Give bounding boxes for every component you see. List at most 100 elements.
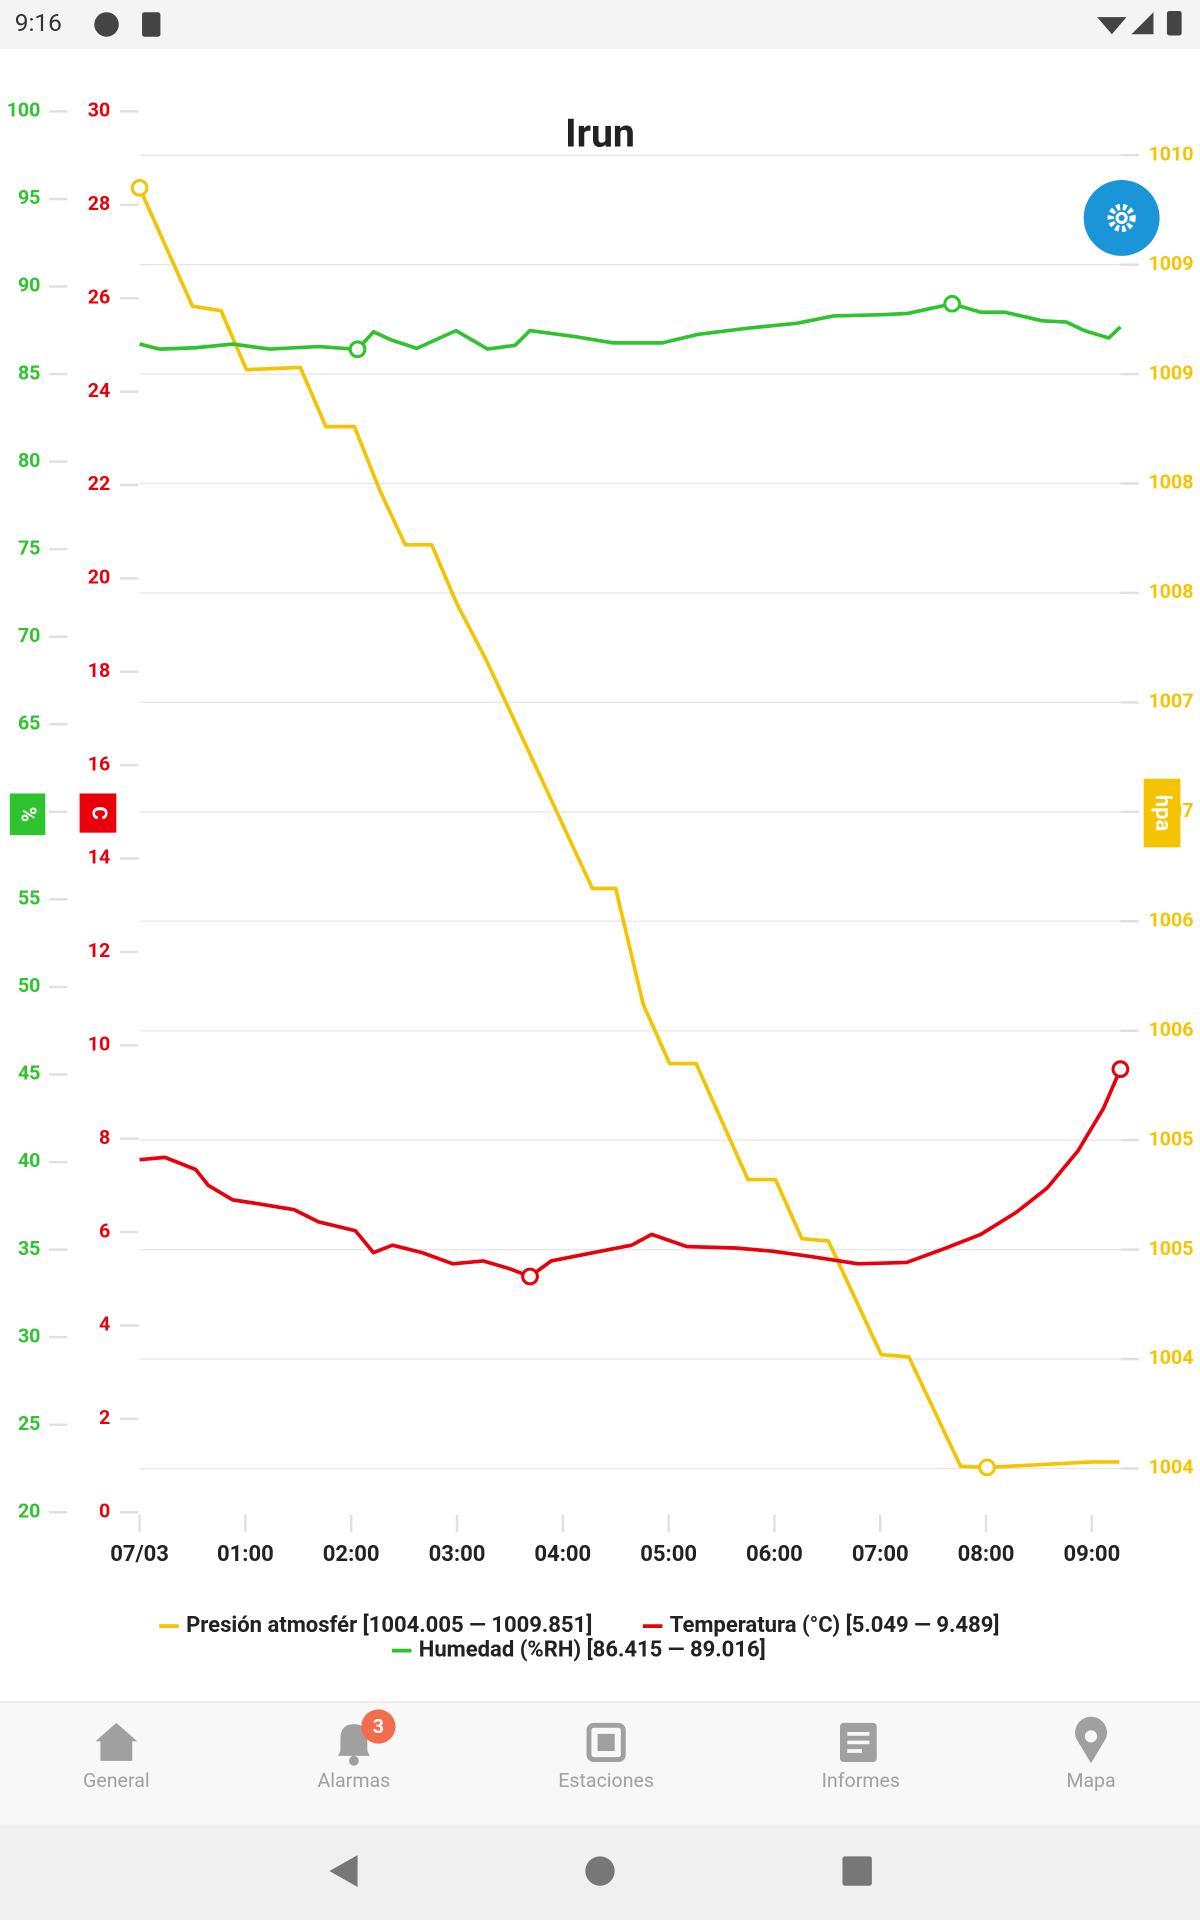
- battery-icon: [1166, 11, 1182, 36]
- y-tick-label: 80: [18, 449, 40, 472]
- x-tick-label: 07:00: [852, 1542, 909, 1567]
- y-tick-label: 95: [18, 186, 40, 209]
- series-line: [139, 1068, 1123, 1279]
- y-tick-label: 20: [18, 1499, 40, 1522]
- status-bar: [0, 0, 1200, 49]
- map-icon: [1084, 1730, 1098, 1743]
- y2-tick-label: 1010: [1149, 142, 1194, 165]
- x-tick-label: 03:00: [429, 1542, 486, 1567]
- gear-icon: [1107, 203, 1136, 233]
- y2-axis-label: hpa: [1150, 795, 1175, 832]
- nav-general[interactable]: General: [83, 1722, 150, 1792]
- y2-tick-label: 1004: [1149, 1456, 1194, 1479]
- y2-axis-badge: [1143, 778, 1181, 848]
- chip-icon: [586, 1722, 626, 1763]
- nav-label[interactable]: General: [83, 1769, 150, 1792]
- extreme-marker: [521, 1267, 539, 1286]
- bottom-nav: [0, 1702, 1200, 1825]
- y3-tick-label: 20: [88, 566, 110, 589]
- chart-title: Irun: [565, 110, 635, 156]
- y2-tick-label: 1009: [1149, 361, 1194, 384]
- y3-axis-badge: [79, 793, 117, 833]
- nav-informes[interactable]: Informes: [822, 1722, 900, 1792]
- y-tick-label: 50: [18, 974, 40, 997]
- alarm-badge-count: 3: [373, 1715, 384, 1738]
- extreme-marker: [943, 294, 962, 313]
- bell-icon: [337, 1724, 370, 1756]
- y-tick-label: 25: [18, 1412, 40, 1435]
- chip-icon: [597, 1733, 615, 1752]
- settings-button[interactable]: [1083, 180, 1160, 256]
- y3-tick-label: 6: [99, 1219, 110, 1242]
- y-tick-label: 30: [18, 1324, 40, 1347]
- x-tick-label: 09:00: [1063, 1542, 1120, 1567]
- series-line: [139, 301, 1122, 352]
- nav-label[interactable]: Estaciones: [558, 1769, 654, 1792]
- x-tick-label: 08:00: [958, 1542, 1015, 1567]
- y-tick-label: 40: [18, 1149, 40, 1172]
- x-tick-label: 07/03: [110, 1542, 169, 1567]
- nav-label[interactable]: Informes: [822, 1769, 900, 1792]
- y-tick-label: 35: [18, 1237, 40, 1260]
- y3-tick-label: 8: [99, 1126, 110, 1149]
- y-tick-label: 90: [18, 274, 40, 297]
- y2-tick-label: 1005: [1149, 1127, 1194, 1150]
- bell-icon: [348, 1755, 359, 1766]
- status-time: 9:16: [15, 8, 62, 37]
- y3-tick-label: 22: [88, 472, 110, 495]
- extreme-marker: [1111, 1060, 1130, 1079]
- y3-tick-label: 12: [88, 939, 110, 962]
- x-tick-label: 01:00: [217, 1542, 274, 1567]
- nav-estaciones[interactable]: Estaciones: [558, 1722, 654, 1792]
- recents-button[interactable]: [842, 1856, 872, 1886]
- nav-label[interactable]: Mapa: [1066, 1769, 1115, 1792]
- y2-tick-label: 1008: [1149, 580, 1194, 603]
- y3-tick-label: 28: [88, 192, 110, 215]
- wifi-icon: [1097, 17, 1127, 35]
- home-button[interactable]: [585, 1856, 615, 1886]
- y-tick-label: 45: [18, 1062, 40, 1085]
- status-icon: [142, 12, 161, 37]
- y2-tick-label: 1005: [1149, 1237, 1194, 1260]
- gear-icon: [1118, 214, 1125, 222]
- nav-mapa[interactable]: Mapa: [1066, 1716, 1116, 1792]
- x-tick-label: 06:00: [746, 1542, 803, 1567]
- extreme-marker: [978, 1458, 996, 1477]
- x-tick-label: 04:00: [534, 1542, 591, 1567]
- y2-tick-label: 1004: [1149, 1346, 1194, 1369]
- y3-tick-label: 4: [99, 1313, 110, 1336]
- status-icon: [94, 12, 119, 37]
- legend-label: Presión atmosfér [1004.005 — 1009.851]: [186, 1613, 592, 1638]
- y-axis-label: %: [15, 807, 39, 822]
- y2-tick-label: 1007: [1149, 690, 1194, 713]
- y3-tick-label: 18: [88, 659, 110, 682]
- y-tick-label: 75: [18, 536, 40, 559]
- y3-tick-label: 0: [99, 1499, 110, 1522]
- y3-tick-label: 30: [88, 99, 110, 122]
- y3-tick-label: 14: [88, 846, 110, 869]
- y3-tick-label: 24: [88, 379, 110, 402]
- home-icon: [95, 1722, 138, 1761]
- series-line: [137, 187, 1120, 1470]
- legend-label: Humedad (%RH) [86.415 — 89.016]: [419, 1637, 766, 1662]
- back-button[interactable]: [329, 1855, 358, 1887]
- y-tick-label: 65: [18, 711, 40, 734]
- nav-alarmas[interactable]: 3 Alarmas: [318, 1709, 396, 1792]
- y3-axis-label: C: [86, 806, 110, 820]
- alarm-badge: [361, 1709, 396, 1744]
- y-tick-label: 70: [18, 624, 40, 647]
- y-tick-label: 55: [18, 887, 40, 910]
- x-tick-label: 05:00: [640, 1542, 697, 1567]
- y2-tick-label: 1009: [1149, 252, 1194, 275]
- y3-tick-label: 26: [88, 285, 110, 308]
- y2-tick-label: 1006: [1149, 908, 1194, 931]
- x-tick-label: 02:00: [323, 1542, 380, 1567]
- y-tick-label: 100: [7, 99, 41, 122]
- y-axis-badge: [9, 793, 46, 836]
- y3-tick-label: 2: [99, 1406, 110, 1429]
- extreme-marker: [130, 178, 149, 197]
- nav-label[interactable]: Alarmas: [318, 1769, 391, 1792]
- y3-tick-label: 16: [88, 752, 110, 775]
